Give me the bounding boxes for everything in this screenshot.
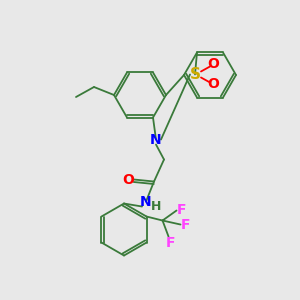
Text: N: N: [140, 194, 152, 208]
Text: O: O: [207, 58, 219, 71]
Text: F: F: [177, 202, 186, 217]
Text: N: N: [150, 133, 162, 146]
Text: O: O: [122, 172, 134, 187]
Text: O: O: [207, 77, 219, 92]
Text: F: F: [166, 236, 175, 250]
Text: S: S: [190, 67, 200, 82]
Text: F: F: [181, 218, 190, 232]
Text: H: H: [151, 200, 161, 213]
